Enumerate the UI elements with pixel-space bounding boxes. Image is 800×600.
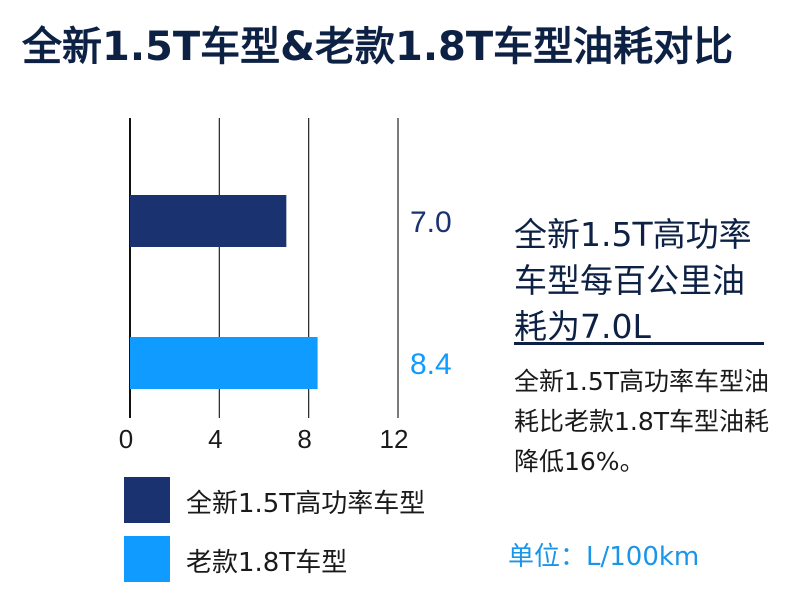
legend-swatch-old: [124, 536, 170, 582]
bar-value-label: 7.0: [410, 206, 452, 239]
legend-label-old: 老款1.8T车型: [186, 548, 348, 578]
headline-divider: [514, 342, 764, 345]
bar-old-1-8t: [130, 337, 318, 389]
headline: 全新1.5T高功率车型每百公里油耗为7.0L: [514, 215, 752, 346]
x-tick-label: 4: [208, 424, 222, 454]
description: 全新1.5T高功率车型油耗比老款1.8T车型油耗降低16%。: [514, 367, 770, 476]
x-tick-label: 8: [297, 424, 311, 454]
x-tick-label: 0: [119, 424, 133, 454]
bar-value-label: 8.4: [410, 348, 452, 381]
chart-title: 全新1.5T车型&老款1.8T车型油耗对比: [22, 24, 734, 70]
legend-swatch-new: [124, 477, 170, 523]
bar-new-1-5t: [130, 195, 287, 247]
legend-label-new: 全新1.5T高功率车型: [186, 489, 426, 519]
x-tick-label: 12: [380, 424, 409, 454]
unit-label: 单位：L/100km: [508, 542, 700, 572]
